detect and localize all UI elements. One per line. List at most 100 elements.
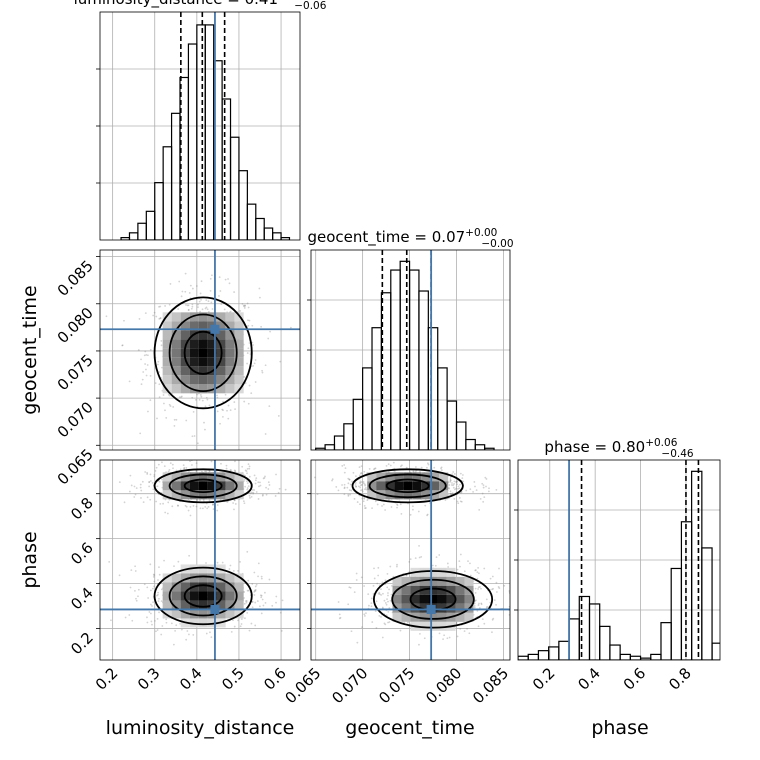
density-cell (162, 600, 172, 610)
x-tick-label: 0.2 (92, 664, 122, 694)
density-cell (180, 384, 190, 394)
scatter-point (257, 562, 260, 565)
density-cell (171, 600, 181, 610)
scatter-point (456, 568, 459, 571)
scatter-point (350, 630, 353, 633)
density-cell (439, 481, 449, 491)
scatter-point (359, 480, 362, 483)
scatter-point (406, 621, 409, 624)
scatter-point (246, 472, 248, 475)
contour-line (183, 330, 223, 375)
scatter-point (363, 615, 366, 617)
density-cell (401, 603, 411, 613)
scatter-point (248, 494, 251, 497)
scatter-point (352, 471, 355, 474)
scatter-point (411, 505, 414, 508)
contour-line (372, 570, 494, 629)
density-cell (234, 348, 244, 358)
scatter-point (199, 499, 201, 502)
scatter-point (248, 384, 251, 387)
scatter-point (180, 628, 183, 631)
scatter-point (268, 405, 271, 408)
density-cell (410, 603, 420, 613)
scatter-point (255, 491, 258, 493)
density-cell (162, 339, 172, 349)
scatter-point (158, 597, 160, 600)
scatter-point (166, 512, 169, 515)
scatter-point (362, 482, 365, 485)
density-cell (225, 573, 235, 583)
scatter-point (418, 556, 421, 559)
density-cell (171, 591, 181, 601)
density-cell (401, 585, 411, 595)
scatter-point (474, 587, 477, 590)
scatter-point (158, 396, 161, 399)
scatter-point (154, 470, 157, 472)
panel-title-phase: phase = 0.80+0.06 −0.46 (544, 437, 693, 460)
density-cell (198, 573, 208, 583)
scatter-point (156, 485, 159, 488)
density-cell (171, 321, 181, 331)
scatter-point (253, 474, 256, 477)
contour-line (391, 578, 475, 620)
density-cell (392, 612, 402, 622)
scatter-point (247, 319, 249, 322)
scatter-point (156, 593, 159, 596)
scatter-point (98, 483, 100, 485)
scatter-point (475, 599, 477, 602)
scatter-point (247, 579, 250, 582)
scatter-point (243, 602, 246, 605)
density-cell (392, 594, 402, 604)
scatter-body (311, 460, 510, 660)
scatter-point (412, 470, 415, 473)
scatter-point (449, 492, 452, 495)
scatter-point (261, 598, 264, 601)
scatter-point (225, 467, 228, 470)
scatter-point (458, 497, 461, 499)
scatter-point (233, 469, 236, 472)
contour-line (183, 584, 223, 608)
scatter-point (158, 371, 161, 373)
scatter-point (165, 621, 168, 624)
scatter-point (197, 303, 199, 306)
axes-frame (99, 249, 301, 451)
density-cell (419, 603, 429, 613)
contour-line (168, 575, 238, 617)
scatter-point (478, 607, 481, 609)
scatter-point (152, 601, 154, 604)
scatter-point (260, 612, 263, 615)
scatter-point (211, 274, 213, 277)
scatter-point (157, 600, 160, 602)
scatter-point (244, 304, 246, 307)
scatter-point (208, 499, 211, 502)
scatter-point (141, 480, 144, 483)
density-cell (385, 490, 395, 500)
density-cell (216, 375, 226, 385)
scatter-point (206, 308, 209, 311)
scatter-point (216, 561, 219, 564)
density-cell (198, 312, 208, 322)
scatter-point (146, 354, 149, 357)
scatter-point (248, 319, 251, 322)
scatter-point (245, 470, 248, 473)
scatter-point (363, 496, 366, 499)
scatter-point (360, 489, 362, 492)
scatter-point (446, 637, 449, 640)
scatter-point (261, 369, 263, 372)
scatter-point (348, 478, 351, 481)
scatter-point (167, 501, 170, 504)
scatter-point (229, 564, 232, 567)
scatter-point (458, 487, 461, 490)
scatter-point (160, 340, 163, 342)
scatter-point (140, 489, 143, 492)
scatter-point (381, 581, 384, 584)
scatter-point (234, 408, 236, 411)
scatter-point (230, 469, 232, 471)
scatter-point (239, 560, 241, 563)
scatter-point (182, 464, 185, 467)
scatter-point (187, 308, 190, 311)
density-cell (392, 576, 402, 586)
scatter-point (191, 305, 194, 308)
scatter-point (412, 508, 414, 511)
scatter-point (149, 399, 152, 402)
